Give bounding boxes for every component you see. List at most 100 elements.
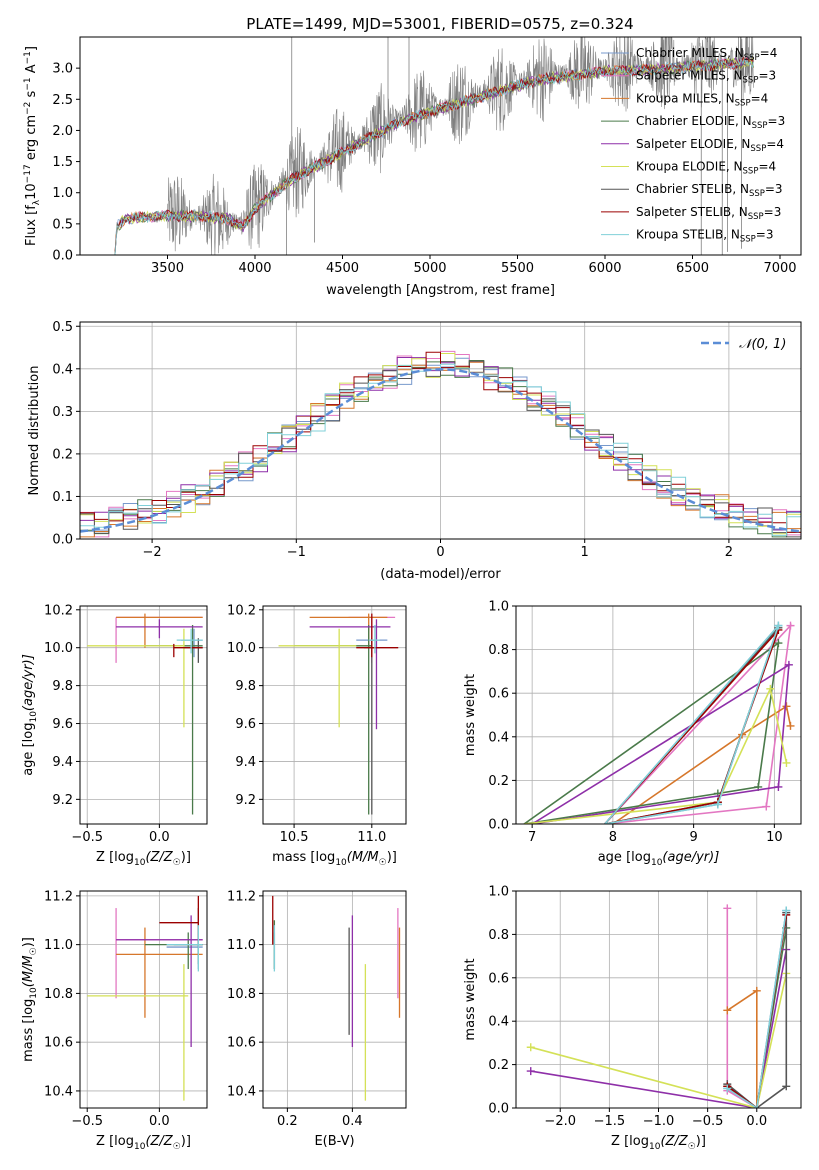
y-tick-label: 9.4 xyxy=(235,755,256,770)
plot-area xyxy=(523,621,795,824)
weight-vs-age-panel: 7 8 9 10 0.0 0.2 0.4 0.6 0.8 1.0 age [log10(age/yr… xyxy=(463,600,802,868)
x-tick-label: −2.0 xyxy=(544,1114,576,1129)
y-tick-label: 1.0 xyxy=(52,186,73,201)
y-tick-label: 0.6 xyxy=(488,687,509,702)
x-axis-label: Z [log10(Z/Z☉)] xyxy=(96,850,191,868)
data-point-salpeter-elodie xyxy=(116,619,203,639)
figure-title: PLATE=1499, MJD=53001, FIBERID=0575, z=0… xyxy=(246,15,633,33)
y-tick-label: 10.0 xyxy=(44,641,73,656)
legend-entry: Salpeter STELIB, NSSP=3 xyxy=(636,205,781,222)
model-line-kroupa-stelib xyxy=(114,56,754,255)
y-tick-label: 2.5 xyxy=(52,93,73,108)
y-tick-label: 0.0 xyxy=(52,249,73,264)
x-tick-label: 5000 xyxy=(413,261,446,276)
x-tick-label: 4500 xyxy=(326,261,359,276)
legend-entry: 𝒩(0, 1) xyxy=(739,337,786,352)
y-tick-label: 11.0 xyxy=(44,938,73,953)
data-point-chabrier-stelib xyxy=(183,638,203,663)
y-tick-label: 0.0 xyxy=(488,1102,509,1117)
legend-entry: Chabrier ELODIE, NSSP=3 xyxy=(636,114,785,131)
y-tick-label: 10.6 xyxy=(44,1036,73,1051)
weight-line-kroupa-miles xyxy=(612,704,792,824)
weight-marker xyxy=(526,1043,535,1052)
legend-entry: Salpeter ELODIE, NSSP=4 xyxy=(636,137,784,154)
y-tick-label: 10.2 xyxy=(44,603,73,618)
y-tick-label: 0.6 xyxy=(488,971,509,986)
legend-entry: Kroupa ELODIE, NSSP=4 xyxy=(636,160,776,177)
x-axis-label: age [log10(age/yr)] xyxy=(598,850,720,868)
y-tick-label: 0.3 xyxy=(52,405,73,420)
x-tick-label: 5500 xyxy=(501,261,534,276)
y-tick-label: 0.1 xyxy=(52,490,73,505)
x-axis-label: (data-model)/error xyxy=(380,567,501,582)
y-tick-label: 2.0 xyxy=(52,124,73,139)
histogram-salpeter-stelib xyxy=(80,351,801,533)
data-point-chabrier-elodie xyxy=(294,624,372,815)
y-tick-label: 0.5 xyxy=(52,320,73,335)
x-axis-label: Z [log10(Z/Z☉)] xyxy=(611,1134,706,1152)
weight-marker xyxy=(766,684,775,693)
age-vs-mass-panel: 10.5 11.0 9.2 9.4 9.6 9.8 10.0 10.2 mass [log10(… xyxy=(227,603,407,868)
y-tick-label: 11.0 xyxy=(227,938,256,953)
weight-marker xyxy=(784,660,793,669)
y-axis-label: age [log10(age/yr)] xyxy=(21,654,39,776)
x-tick-label: 6500 xyxy=(676,261,709,276)
histogram-kroupa-stelib xyxy=(80,363,801,536)
x-tick-label: 8 xyxy=(609,830,617,845)
data-point-kroupa-stelib xyxy=(368,624,380,654)
data-point-kroupa-stelib xyxy=(176,628,203,654)
x-axis-label: E(B-V) xyxy=(314,1134,354,1149)
y-tick-label: 0.4 xyxy=(52,362,73,377)
y-axis-label: Flux [fλ10−17 erg cm−2 s−1 A−1] xyxy=(23,46,42,246)
y-tick-label: 0.0 xyxy=(52,533,73,548)
legend-entry: Salpeter MILES, NSSP=3 xyxy=(636,69,776,86)
x-tick-label: 0.0 xyxy=(746,1114,767,1129)
y-tick-label: 0.8 xyxy=(488,928,509,943)
y-tick-label: 9.6 xyxy=(235,717,256,732)
data-point-salpeter-stelib xyxy=(159,895,199,945)
plot-area xyxy=(278,613,399,815)
y-tick-label: 10.4 xyxy=(44,1084,73,1099)
y-tick-label: 0.8 xyxy=(488,643,509,658)
plot-area xyxy=(114,37,754,255)
weight-marker xyxy=(782,906,791,915)
weight-marker xyxy=(762,802,771,811)
x-tick-label: 10 xyxy=(766,830,783,845)
data-point-chabrier-miles xyxy=(166,932,203,970)
x-tick-label: 0 xyxy=(436,545,444,560)
weight-line-kroupa-elodie xyxy=(530,973,788,1108)
y-tick-label: 0.4 xyxy=(488,1015,509,1030)
legend-entry: Chabrier MILES, NSSP=4 xyxy=(636,46,777,63)
age-vs-Z-panel: −0.5 0.0 9.2 9.4 9.6 9.8 10.0 10.2 Z [log10(Z/Z☉… xyxy=(21,603,208,868)
axes-frame xyxy=(262,890,407,1109)
legend-entry: Kroupa MILES, NSSP=4 xyxy=(636,91,768,108)
y-tick-label: 10.6 xyxy=(227,1036,256,1051)
x-tick-label: −1.0 xyxy=(643,1114,675,1129)
data-point-chabrier-elodie xyxy=(144,932,203,970)
spectrum-panel: 3500 4000 4500 5000 5500 6000 6500 7000 0.0 0.5 1.… xyxy=(23,36,802,298)
y-axis-label: mass [log10(M/M☉)] xyxy=(21,937,39,1062)
plot-area xyxy=(526,904,791,1108)
weight-marker xyxy=(723,904,732,913)
x-tick-label: 6000 xyxy=(588,261,621,276)
weight-marker xyxy=(752,986,761,995)
data-point-chabrier-stelib xyxy=(364,638,380,815)
y-tick-label: 9.6 xyxy=(52,717,73,732)
y-axis-label: mass weight xyxy=(463,958,478,1040)
weight-line-chabrier-stelib xyxy=(726,912,788,1108)
weight-line-kroupa-elodie xyxy=(524,686,788,824)
weight-marker xyxy=(774,782,783,791)
data-point-salpeter-stelib xyxy=(356,613,399,658)
x-tick-label: 11.0 xyxy=(357,830,386,845)
weight-line-salpeter-elodie xyxy=(530,949,788,1108)
mass-vs-ebv-panel: 0.2 0.4 10.4 10.6 10.8 11.0 11.2 E(B-V) xyxy=(227,889,407,1149)
axes-frame xyxy=(79,890,208,1109)
data-point-kroupa-miles xyxy=(309,613,388,648)
y-tick-label: 10.0 xyxy=(227,641,256,656)
legend-entry: Chabrier STELIB, NSSP=3 xyxy=(636,182,783,199)
weight-line-salpeter-miles xyxy=(604,623,792,824)
y-tick-label: 0.2 xyxy=(488,774,509,789)
weight-marker xyxy=(774,621,783,630)
x-tick-label: 0.0 xyxy=(149,1114,170,1129)
data-point-salpeter-elodie xyxy=(116,915,203,1048)
